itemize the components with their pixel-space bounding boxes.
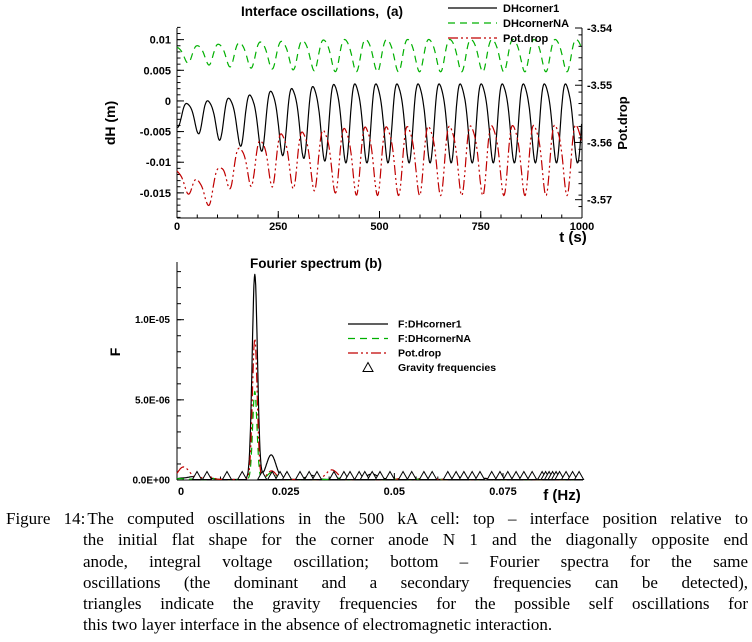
top-left-tick-label: -0.01 (146, 157, 171, 169)
gravity-frequency-triangle (526, 470, 538, 480)
gravity-frequency-triangle (474, 470, 486, 480)
spectrum-F:DHcorner1-path (176, 273, 583, 481)
gravity-frequency-triangle (573, 470, 585, 480)
bottom-y-tick-label: 0.0E+00 (132, 476, 170, 487)
gravity-frequency-triangle (426, 470, 438, 480)
legend-label-Pot.drop: Pot.drop (503, 33, 548, 45)
top-y-axis-label: dH (m) (102, 101, 118, 145)
figure-label: Figure 14: (6, 509, 86, 528)
caption-line-1: Figure 14: The computed oscillations in t… (6, 508, 748, 529)
bottom-x-tick-label: 0.025 (272, 486, 300, 498)
gravity-frequency-triangle (366, 470, 378, 480)
caption-line-6: this two layer interface in the absence … (83, 615, 553, 635)
gravity-frequency-triangle (567, 470, 578, 480)
top-left-tick-label: 0.005 (143, 65, 171, 77)
gravity-frequency-triangle (486, 470, 498, 480)
gravity-frequency-triangle (328, 470, 340, 480)
gravity-frequency-triangle (450, 470, 462, 480)
gravity-frequency-triangle (502, 470, 514, 480)
gravity-frequency-triangle (560, 470, 572, 480)
top-right-tick-label: -3.56 (587, 137, 612, 149)
top-left-tick-label: 0 (165, 96, 171, 108)
gravity-frequency-triangle (191, 470, 203, 480)
top-x-tick-label: 250 (269, 221, 287, 233)
series-Pot.drop-path (176, 124, 583, 207)
gravity-frequency-triangle (554, 470, 565, 480)
gravity-frequency-triangle (256, 470, 268, 480)
gravity-frequency-triangle (281, 470, 293, 480)
caption-line-4: oscillations (the dominant and a seconda… (83, 572, 748, 592)
top-x-tick-label: 750 (472, 221, 490, 233)
bottom-x-tick-label: 0.075 (489, 486, 517, 498)
top-left-tick-label: 0.01 (150, 35, 171, 47)
legend-label-F:DHcornerNA: F:DHcornerNA (398, 333, 471, 345)
gravity-frequency-triangle (466, 470, 478, 480)
top-left-tick-label: -0.015 (140, 188, 171, 200)
top-right-tick-label: -3.54 (587, 23, 613, 35)
legend-triangle-icon (362, 361, 374, 372)
legend-label-F:DHcorner1: F:DHcorner1 (398, 319, 462, 331)
gravity-frequency-triangle (418, 470, 430, 480)
gravity-frequency-triangle (294, 470, 306, 480)
gravity-frequency-triangle (397, 470, 409, 480)
caption-line-3: anode, integral voltage oscillation; bot… (83, 551, 748, 571)
legend-label-DHcornerNA: DHcornerNA (503, 18, 569, 30)
gravity-frequency-triangle (518, 470, 530, 480)
series-DHcorner1-path (176, 83, 583, 164)
gravity-frequency-triangle (221, 470, 233, 480)
series-DHcornerNA-path (176, 38, 583, 73)
gravity-frequency-triangle (344, 470, 356, 480)
top-x-axis-label: t (s) (559, 229, 587, 246)
gravity-frequency-triangle (384, 470, 396, 480)
bottom-x-tick-label: 0.05 (384, 486, 405, 498)
top-x-tick-label: 1000 (570, 221, 594, 233)
caption-line-5: triangles indicate the gravity frequenci… (83, 594, 748, 614)
spectrum-Pot.drop-path (176, 337, 583, 481)
bottom-y-tick-label: 5.0E-06 (135, 395, 170, 406)
top-right-tick-label: -3.57 (587, 195, 612, 207)
gravity-frequency-triangle (374, 470, 386, 480)
top-chart-title: Interface oscillations, (a) (241, 4, 403, 19)
caption-text-1: The computed oscillations in the 500 kA … (87, 509, 748, 528)
bottom-x-axis-label: f (Hz) (543, 487, 581, 504)
top-x-tick-label: 500 (370, 221, 388, 233)
gravity-frequency-triangle (458, 470, 470, 480)
gravity-frequency-triangle (236, 470, 248, 480)
bottom-x-tick-label: 0 (178, 486, 184, 498)
spectrum-F:DHcornerNA-path (176, 390, 583, 481)
legend-label-DHcorner1: DHcorner1 (503, 3, 559, 15)
legend-label-gravity-frequencies: Gravity frequencies (398, 362, 496, 374)
gravity-frequency-triangle (442, 470, 454, 480)
top-left-tick-label: -0.005 (140, 127, 171, 139)
gravity-frequency-triangle (303, 470, 315, 480)
bottom-y-tick-label: 1.0E-05 (135, 315, 170, 326)
bottom-chart-title: Fourier spectrum (b) (250, 256, 382, 271)
caption-line-2: the initial flat shape for the corner an… (83, 530, 748, 550)
gravity-frequency-triangle (274, 470, 286, 480)
gravity-frequency-triangle (510, 470, 522, 480)
bottom-y-axis-label: F (107, 347, 123, 356)
figure-caption: Figure 14: The computed oscillations in t… (6, 508, 748, 636)
gravity-frequency-triangle (201, 470, 213, 480)
top-x-tick-label: 0 (174, 221, 180, 233)
top-right-tick-label: -3.55 (587, 80, 612, 92)
gravity-frequency-triangle (359, 470, 371, 480)
gravity-frequency-triangle (494, 470, 506, 480)
gravity-frequency-triangle (266, 470, 278, 480)
gravity-frequency-triangle (406, 470, 418, 480)
charts-canvas: Interface oscillations, (a) 0.01 0.005 0 -0.… (102, 3, 630, 504)
top-right-axis-label: Pot.drop (615, 96, 630, 149)
legend-label-Pot.drop: Pot.drop (398, 348, 441, 360)
gravity-frequency-triangle (311, 470, 323, 480)
